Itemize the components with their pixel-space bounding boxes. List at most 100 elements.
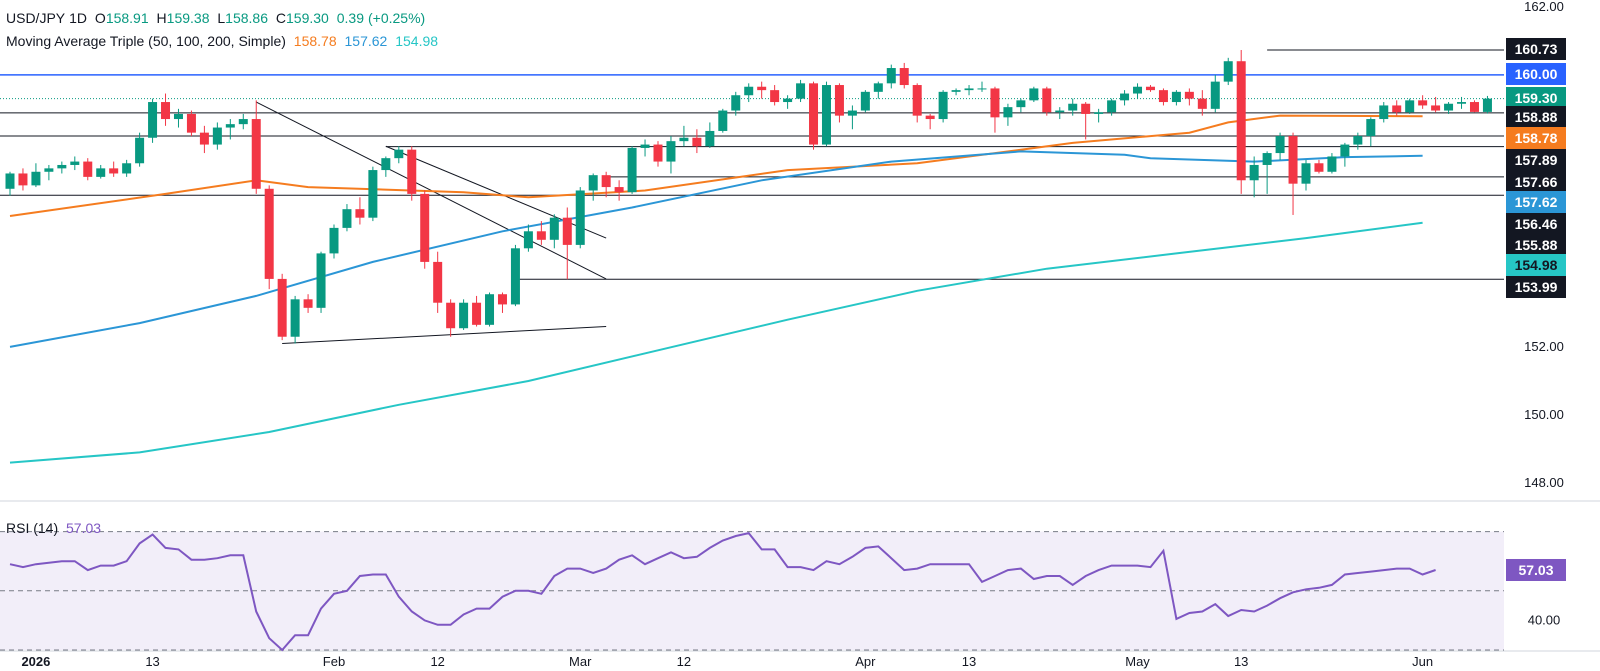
price-badge-bg — [1506, 254, 1566, 276]
candle-body — [834, 85, 844, 116]
candle-body — [731, 95, 741, 111]
close-label: C — [275, 10, 287, 26]
candle-body — [1107, 100, 1117, 113]
low-value: 158.86 — [225, 10, 268, 26]
price-axis-tick: 150.00 — [1524, 407, 1564, 422]
candle-body — [57, 164, 67, 169]
interval-label: 1D — [69, 10, 88, 26]
candle-body — [536, 231, 546, 240]
candle-body — [1055, 110, 1065, 113]
price-badge: 157.89 — [1515, 152, 1558, 168]
price-badge: 160.00 — [1515, 66, 1558, 82]
time-axis-tick: Jun — [1412, 654, 1433, 669]
time-axis-tick: 12 — [677, 654, 691, 669]
candle-body — [847, 110, 857, 116]
candle-body — [1210, 81, 1220, 109]
candle-body — [744, 86, 754, 96]
candle-body — [1171, 91, 1181, 103]
trend-line — [282, 326, 607, 345]
ma200-value: 154.98 — [395, 33, 439, 49]
candle-body — [1288, 136, 1298, 184]
candle-body — [666, 141, 676, 162]
rsi-axis-tick: 40.00 — [1528, 612, 1561, 627]
candle-body — [705, 130, 715, 147]
candle-body — [692, 137, 702, 147]
candle-body — [809, 83, 819, 145]
rsi-badge: 57.03 — [1518, 562, 1553, 578]
candle-body — [1223, 61, 1233, 82]
candle-body — [990, 88, 1000, 118]
candle-body — [1120, 93, 1130, 101]
candle-body — [109, 168, 119, 174]
price-axis-tick: 152.00 — [1524, 339, 1564, 354]
candle-body — [1418, 100, 1428, 106]
candle-body — [783, 98, 793, 103]
candle-body — [679, 137, 689, 142]
high-value: 159.38 — [166, 10, 210, 26]
candle-body — [1366, 119, 1376, 137]
close-value: 159.30 — [286, 10, 329, 26]
candle-body — [1327, 156, 1337, 172]
low-label: L — [217, 10, 226, 26]
candle-body — [1301, 163, 1311, 184]
candle-body — [394, 149, 404, 159]
candle-body — [277, 278, 287, 337]
candle-body — [83, 161, 93, 177]
candle-body — [238, 119, 248, 125]
candle-body — [44, 168, 54, 172]
candle-body — [290, 299, 300, 337]
symbol-label: USD/JPY — [6, 10, 66, 26]
candle-body — [1158, 90, 1168, 103]
candle-body — [899, 68, 909, 86]
time-axis-tick: May — [1125, 654, 1150, 669]
candle-body — [873, 83, 883, 92]
candle-body — [407, 149, 417, 194]
candle-body — [627, 147, 637, 193]
candle-body — [433, 261, 443, 303]
time-axis-tick: 13 — [1234, 654, 1248, 669]
candle-body — [251, 119, 261, 189]
ma200-line — [9, 221, 1423, 464]
candle-body — [1029, 88, 1039, 101]
candle-body — [562, 217, 572, 245]
price-badge: 159.30 — [1515, 90, 1558, 106]
price-badge-bg — [1506, 171, 1566, 193]
price-badge: 158.88 — [1515, 109, 1558, 125]
price-badge-bg — [1506, 87, 1566, 109]
candle-body — [225, 124, 235, 128]
candle-body — [796, 83, 806, 99]
candle-body — [951, 90, 961, 92]
candle-body — [18, 173, 28, 186]
candle-body — [342, 209, 352, 228]
candle-body — [757, 86, 767, 91]
open-value: 158.91 — [105, 10, 149, 26]
price-badge: 154.98 — [1515, 257, 1558, 273]
candle-body — [718, 110, 728, 131]
price-badge: 157.66 — [1515, 174, 1558, 190]
candle-body — [1262, 153, 1272, 165]
price-badge-bg — [1506, 276, 1566, 298]
price-badge: 155.88 — [1515, 237, 1558, 253]
candle-body — [770, 90, 780, 103]
candle-body — [1145, 86, 1155, 91]
candle-body — [1444, 103, 1454, 111]
candle-body — [329, 227, 339, 254]
trend-line — [385, 145, 607, 239]
candle-body — [860, 91, 870, 111]
candle-body — [821, 85, 831, 145]
candle-body — [1353, 136, 1363, 145]
candle-body — [938, 91, 948, 120]
ohlc-header: USD/JPY 1D O158.91 H159.38 L158.86 C159.3… — [6, 10, 429, 26]
candle-body — [122, 163, 132, 174]
candle-body — [912, 85, 922, 116]
candle-body — [1184, 91, 1194, 99]
price-badge: 157.62 — [1515, 194, 1558, 210]
candle-body — [1431, 105, 1441, 111]
candle-body — [886, 68, 896, 84]
candle-body — [1197, 98, 1207, 109]
candle-body — [70, 161, 80, 165]
time-axis-tick: 2026 — [21, 654, 50, 669]
candle-body — [264, 188, 274, 279]
candle-body — [1016, 100, 1026, 108]
